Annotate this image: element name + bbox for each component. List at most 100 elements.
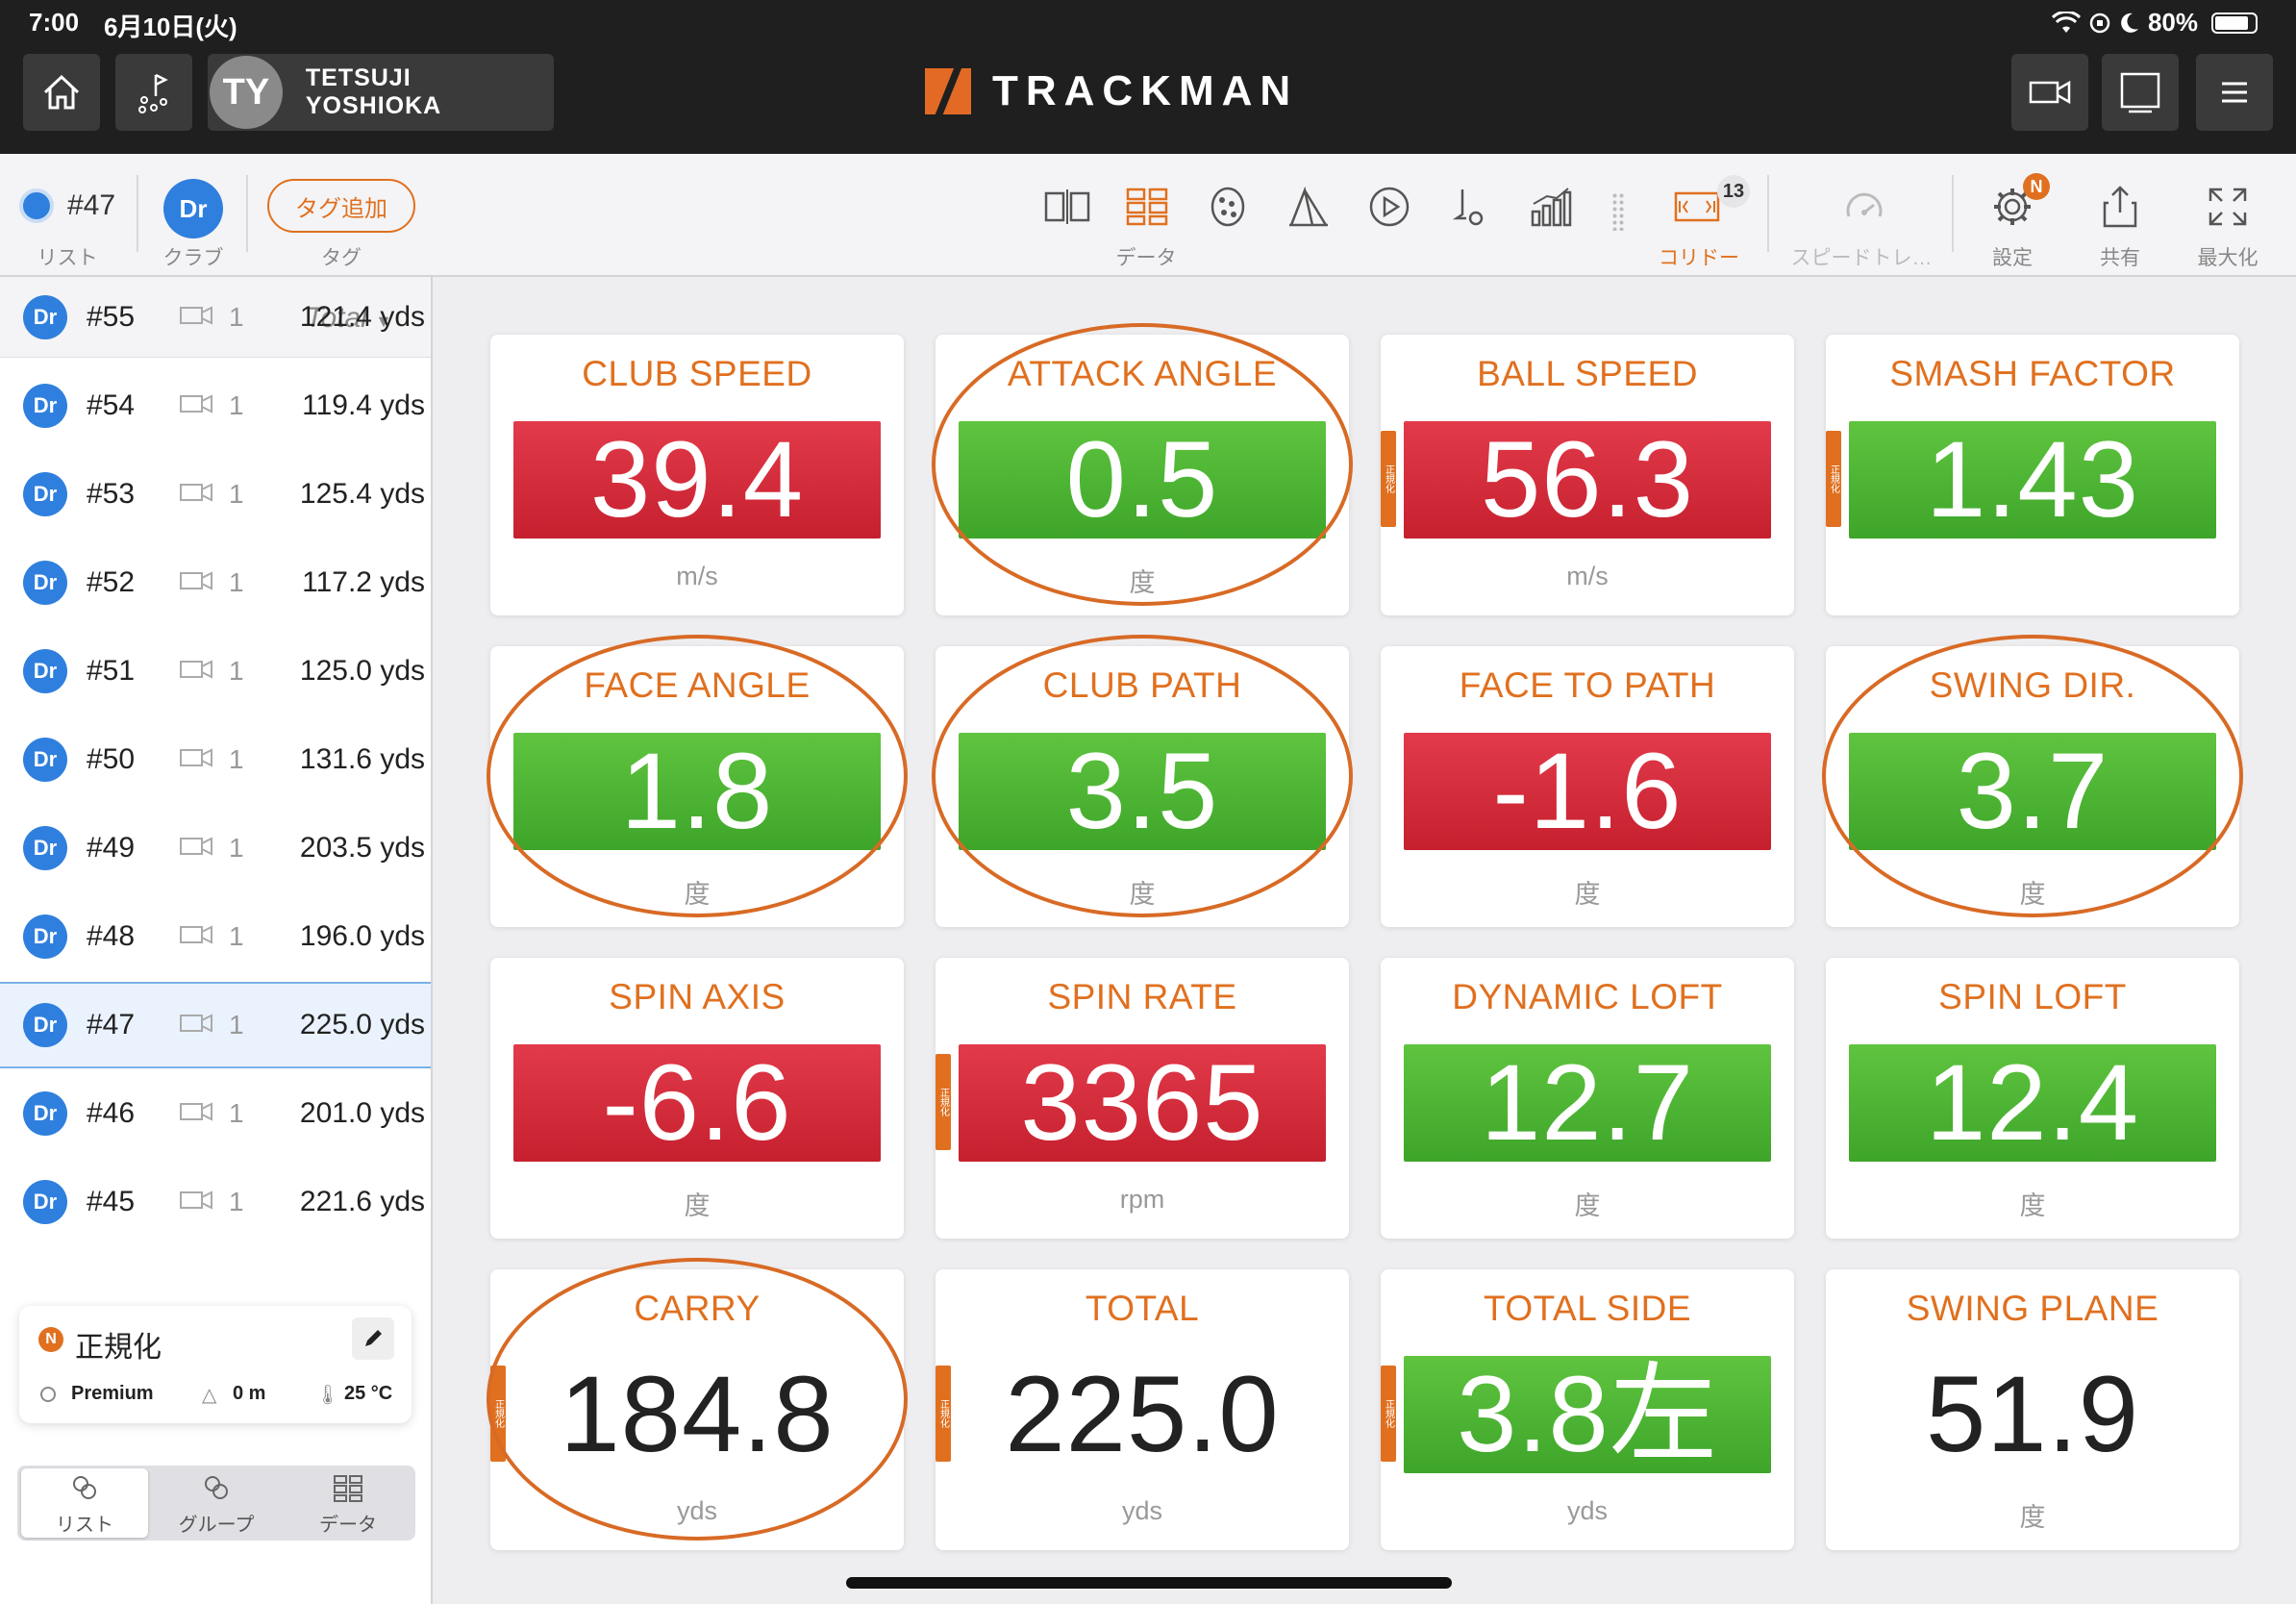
shot-distance: 119.4 yds: [302, 389, 425, 421]
video-count: 1: [229, 921, 244, 951]
metric-unit: 度: [1574, 880, 1601, 909]
corridor-count-badge: 13: [1717, 175, 1750, 208]
tab-group[interactable]: グループ: [153, 1468, 280, 1538]
metric-tile-carry[interactable]: CARRY 184.8 yds 正規化: [490, 1269, 904, 1550]
divider: [137, 175, 138, 252]
normalized-tag: 正規化: [1381, 431, 1396, 527]
data-tiles-button[interactable]: [1123, 183, 1171, 231]
metric-unit: 度: [684, 880, 711, 909]
settings-button[interactable]: [1988, 183, 2036, 231]
metric-tile-club-speed[interactable]: CLUB SPEED 39.4 m/s: [490, 335, 904, 615]
metric-tile-swing-plane[interactable]: SWING PLANE 51.9 度: [1826, 1269, 2239, 1550]
display-button[interactable]: [2102, 54, 2179, 131]
video-count: 1: [229, 390, 244, 420]
edit-button[interactable]: [352, 1317, 394, 1360]
menu-button[interactable]: [2196, 54, 2273, 131]
sort-header[interactable]: Total ▼: [0, 277, 431, 358]
altitude-value: 0 m: [233, 1383, 266, 1404]
metric-tile-swing-dir[interactable]: SWING DIR. 3.7 度: [1826, 646, 2239, 927]
shot-row[interactable]: Dr #45 1 221.6 yds: [0, 1159, 431, 1245]
shot-row[interactable]: Dr #54 1 119.4 yds: [0, 363, 431, 449]
group-icon: [205, 1476, 228, 1499]
metric-tile-spin-rate[interactable]: SPIN RATE 3365 rpm 正規化: [936, 958, 1349, 1239]
thermometer-icon: 🌡: [315, 1385, 340, 1406]
video-button[interactable]: [2011, 54, 2088, 131]
metric-tile-spin-axis[interactable]: SPIN AXIS -6.6 度: [490, 958, 904, 1239]
player-selector[interactable]: TY TETSUJI YOSHIOKA: [208, 54, 554, 131]
metric-value-box: 51.9: [1849, 1356, 2216, 1473]
putting-button[interactable]: [1446, 183, 1494, 231]
stats-button[interactable]: [1527, 183, 1575, 231]
shot-row[interactable]: Dr #46 1 201.0 yds: [0, 1070, 431, 1157]
club-badge[interactable]: Dr: [163, 179, 223, 238]
shot-row[interactable]: Dr #51 1 125.0 yds: [0, 628, 431, 714]
shot-distance: 125.0 yds: [299, 655, 425, 687]
metric-title: DYNAMIC LOFT: [1452, 977, 1723, 1016]
metric-tile-face-to-path[interactable]: FACE TO PATH -1.6 度: [1381, 646, 1794, 927]
metric-tile-ball-speed[interactable]: BALL SPEED 56.3 m/s 正規化: [1381, 335, 1794, 615]
metric-unit: yds: [1566, 1496, 1609, 1525]
ball-type: Premium: [71, 1383, 154, 1404]
metric-tile-dynamic-loft[interactable]: DYNAMIC LOFT 12.7 度: [1381, 958, 1794, 1239]
metric-tile-spin-loft[interactable]: SPIN LOFT 12.4 度: [1826, 958, 2239, 1239]
club-badge: Dr: [23, 384, 67, 428]
metric-value: 51.9: [1926, 1354, 2139, 1474]
play-button[interactable]: [1365, 183, 1413, 231]
tab-list[interactable]: リスト: [21, 1468, 148, 1538]
shot-row[interactable]: Dr #49 1 203.5 yds: [0, 805, 431, 891]
shot-row[interactable]: Dr #52 1 117.2 yds: [0, 539, 431, 626]
metric-tile-attack-angle[interactable]: ATTACK ANGLE 0.5 度: [936, 335, 1349, 615]
home-indicator[interactable]: [846, 1577, 1452, 1589]
speed-training-button[interactable]: [1840, 183, 1888, 231]
metric-value: 39.4: [590, 419, 804, 539]
video-count: 1: [229, 744, 244, 774]
dispersion-icon: [1210, 187, 1245, 227]
normalize-card[interactable]: N 正規化 Premium △ 0 m 🌡 25 °C: [19, 1306, 412, 1423]
trajectory-button[interactable]: [1285, 183, 1333, 231]
metric-value-box: 12.7: [1404, 1044, 1771, 1162]
metric-value-box: -1.6: [1404, 733, 1771, 850]
shot-row[interactable]: Dr #53 1 125.4 yds: [0, 451, 431, 538]
metric-tile-total[interactable]: TOTAL 225.0 yds 正規化: [936, 1269, 1349, 1550]
club-label: クラブ: [162, 247, 224, 269]
metric-tile-total-side[interactable]: TOTAL SIDE 3.8左 yds 正規化: [1381, 1269, 1794, 1550]
drag-handle[interactable]: [1611, 192, 1625, 231]
dispersion-button[interactable]: [1204, 183, 1252, 231]
putter-icon: [1453, 189, 1484, 226]
metric-unit: 度: [2019, 1191, 2046, 1220]
pencil-icon: [365, 1330, 382, 1346]
tab-list-label: リスト: [56, 1515, 113, 1536]
shot-row[interactable]: Dr #47 1 225.0 yds: [0, 982, 431, 1068]
data-label: データ: [1115, 247, 1177, 269]
tab-data[interactable]: データ: [285, 1468, 412, 1538]
split-view-button[interactable]: [1043, 183, 1091, 231]
shot-row[interactable]: Dr #55 1 121.4 yds: [0, 274, 431, 361]
video-count: 1: [229, 833, 244, 863]
course-button[interactable]: [115, 54, 192, 131]
sort-label[interactable]: Total ▼: [305, 302, 392, 334]
metric-tile-smash-factor[interactable]: SMASH FACTOR 1.43 正規化: [1826, 335, 2239, 615]
video-count: 1: [229, 479, 244, 509]
corridor-button[interactable]: [1673, 183, 1721, 231]
metric-tile-club-path[interactable]: CLUB PATH 3.5 度: [936, 646, 1349, 927]
metric-title: SWING PLANE: [1906, 1289, 2159, 1328]
normalized-tag: 正規化: [1826, 431, 1841, 527]
shot-dot-icon: [19, 188, 54, 223]
club-badge: Dr: [23, 1003, 67, 1047]
ball-icon: [40, 1387, 56, 1402]
metric-value-box: 3.5: [959, 733, 1326, 850]
tab-data-label: データ: [319, 1515, 377, 1536]
video-count: 1: [229, 1098, 244, 1128]
add-tag-button[interactable]: タグ追加: [267, 179, 415, 233]
home-button[interactable]: [23, 54, 100, 131]
shot-row[interactable]: Dr #48 1 196.0 yds: [0, 893, 431, 980]
metric-value: 3365: [1020, 1042, 1264, 1163]
shot-number: #53: [87, 478, 136, 510]
share-button[interactable]: [2096, 183, 2144, 231]
metric-tile-face-angle[interactable]: FACE ANGLE 1.8 度: [490, 646, 904, 927]
shot-row[interactable]: Dr #50 1 131.6 yds: [0, 716, 431, 803]
shot-indicator[interactable]: #47: [19, 188, 115, 223]
maximize-button[interactable]: [2204, 183, 2252, 231]
video-camera-icon: [179, 835, 229, 863]
shot-number: #50: [87, 743, 136, 775]
